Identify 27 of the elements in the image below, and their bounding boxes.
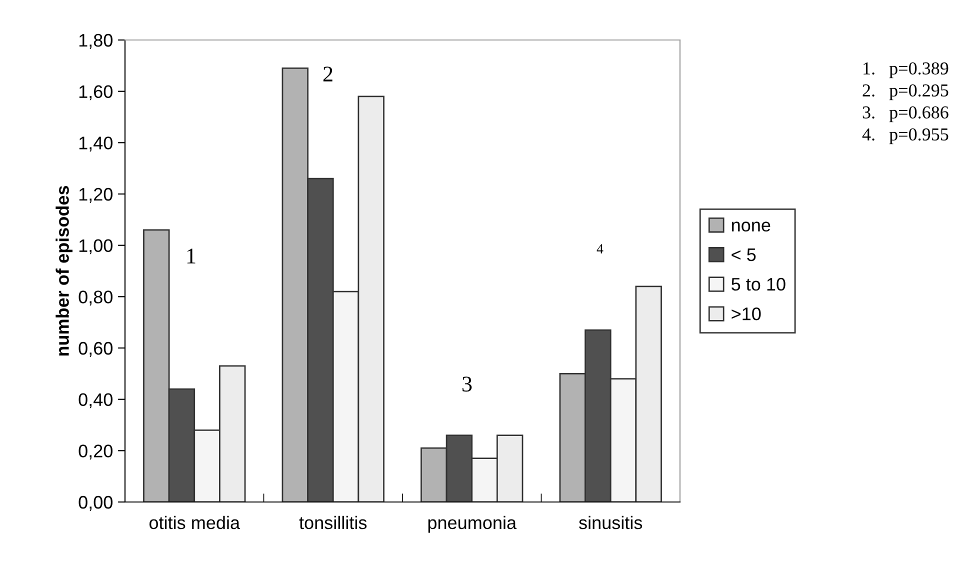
text: 4. p=0.955	[862, 128, 948, 144]
text: 3. p=0.686	[862, 106, 948, 122]
legend-label: 5 to 10	[732, 278, 786, 291]
annotation: 3	[462, 376, 472, 392]
legend-label: none	[732, 222, 770, 232]
annotation: 4	[596, 244, 604, 254]
text: 1. p=0.389	[864, 62, 948, 78]
y-tick-label: 1,20	[79, 188, 112, 203]
y-tick-label: 0,80	[78, 290, 112, 306]
y-tick-label: 1,60	[79, 85, 112, 100]
legend-label: < 5	[732, 248, 756, 262]
y-tick-label: 0,60	[78, 342, 112, 357]
y-tick-label: 1,00	[79, 239, 112, 254]
x-tick-label: pneumonia	[428, 516, 517, 533]
y-tick-label: 0,20	[78, 444, 112, 460]
annotation: 2	[323, 66, 332, 82]
annotation: 1	[187, 248, 196, 264]
y-tick-label: 0,00	[78, 496, 112, 511]
y-tick-label: 1,40	[79, 136, 112, 152]
x-tick-label: sinusitis	[579, 516, 642, 530]
text: 2. p=0.295	[862, 84, 948, 100]
y-tick-label: 0,40	[78, 393, 112, 408]
x-tick-label: tonsillitis	[299, 516, 367, 530]
y-axis-title: number of episodes	[56, 186, 72, 356]
y-tick-label: 1,80	[79, 34, 112, 49]
x-tick-label: otitis media	[149, 516, 240, 530]
legend-label: >10	[732, 307, 761, 320]
